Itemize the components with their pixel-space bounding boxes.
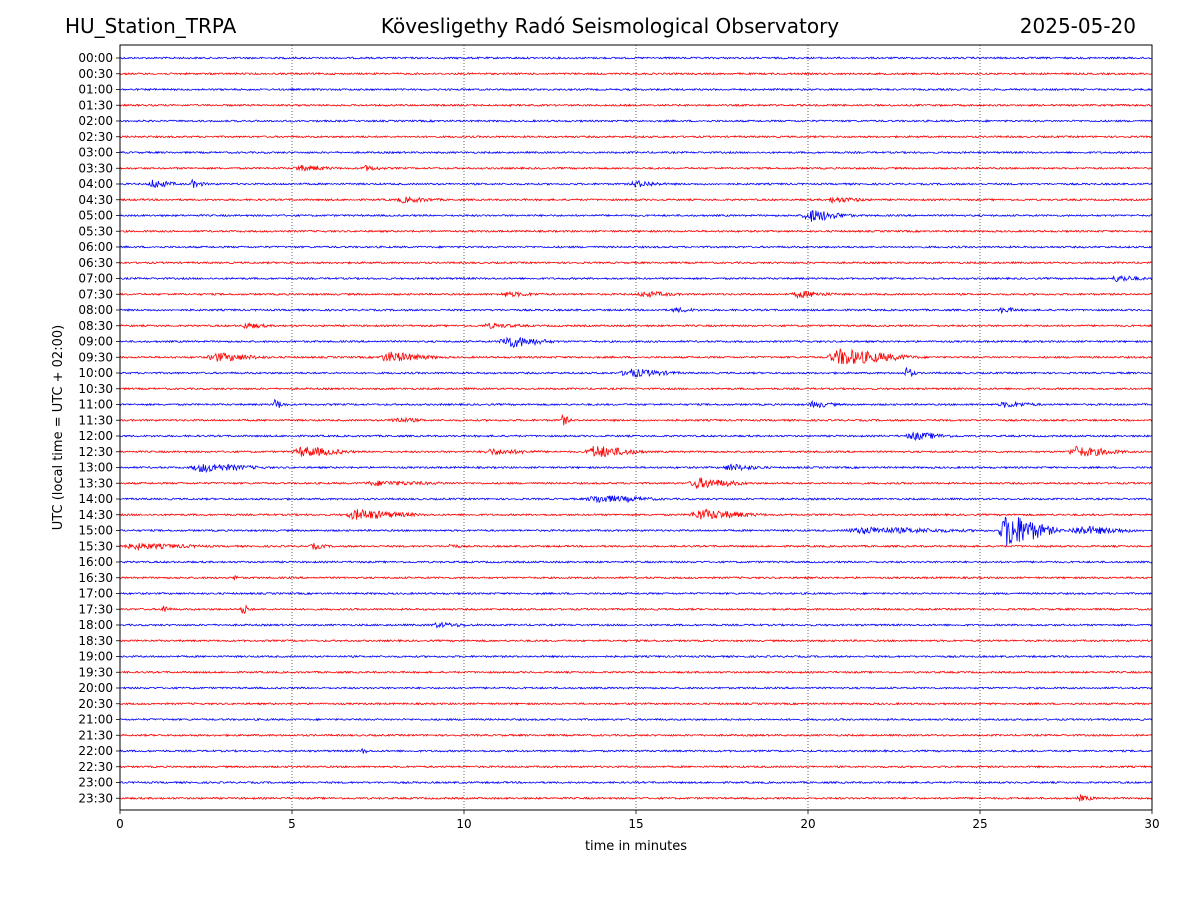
x-tick-label: 15 [628,817,643,831]
y-tick-label: 15:30 [78,539,113,553]
x-tick-label: 25 [972,817,987,831]
y-tick-label: 04:30 [78,193,113,207]
y-tick-label: 09:00 [78,335,113,349]
y-tick-label: 21:00 [78,713,113,727]
y-tick-label: 22:00 [78,744,113,758]
y-tick-label: 23:00 [78,776,113,790]
trace-0030 [119,71,1153,76]
y-tick-label: 08:30 [78,319,113,333]
y-tick-label: 17:30 [78,602,113,616]
trace-0430 [119,195,1153,205]
y-tick-label: 13:00 [78,461,113,475]
y-tick-label: 07:30 [78,287,113,301]
trace-2200 [119,748,1153,754]
x-tick-label: 5 [288,817,296,831]
trace-0230 [119,134,1153,139]
y-tick-label: 18:00 [78,618,113,632]
trace-0630 [119,260,1153,265]
y-tick-label: 22:30 [78,760,113,774]
trace-0900 [119,336,1153,348]
y-tick-label: 12:00 [78,429,113,443]
y-tick-label: 06:30 [78,256,113,270]
trace-2100 [119,717,1153,722]
y-tick-label: 19:00 [78,650,113,664]
trace-2230 [119,764,1153,769]
trace-1030 [119,386,1153,391]
x-tick-label: 30 [1144,817,1159,831]
y-tick-label: 00:30 [78,67,113,81]
y-tick-label: 12:30 [78,445,113,459]
trace-1800 [119,621,1153,629]
station-title: HU_Station_TRPA [65,14,237,38]
x-tick-label: 0 [116,817,124,831]
y-tick-label: 11:00 [78,398,113,412]
y-tick-label: 02:30 [78,130,113,144]
x-tick-label: 10 [456,817,471,831]
plot-frame [119,44,1153,811]
y-tick-label: 16:30 [78,571,113,585]
trace-1830 [119,638,1153,643]
y-tick-label: 08:00 [78,303,113,317]
y-tick-label: 04:00 [78,177,113,191]
y-tick-label: 13:30 [78,476,113,490]
y-tick-label: 14:30 [78,508,113,522]
trace-1230 [119,445,1153,458]
trace-1430 [119,508,1153,521]
y-tick-label: 20:00 [78,681,113,695]
trace-1300 [119,463,1153,474]
y-tick-label: 15:00 [78,524,113,538]
trace-1500 [119,516,1153,547]
observatory-title: Kövesligethy Radó Seismological Observat… [380,14,840,38]
y-tick-label: 01:30 [78,98,113,112]
grid-lines [291,45,981,810]
y-tick-label: 03:30 [78,161,113,175]
y-tick-label: 07:00 [78,272,113,286]
x-axis-label: time in minutes [585,839,687,854]
y-axis-label: UTC (local time = UTC + 02:00) [51,325,66,530]
y-tick-label: 16:00 [78,555,113,569]
y-tick-label: 18:30 [78,634,113,648]
trace-0830 [119,321,1153,330]
trace-0300 [119,150,1153,155]
y-tick-label: 11:30 [78,413,113,427]
y-tick-label: 03:00 [78,146,113,160]
y-tick-label: 19:30 [78,665,113,679]
y-tick-label: 05:00 [78,209,113,223]
trace-1100 [119,398,1153,409]
y-tick-label: 21:30 [78,728,113,742]
y-tick-label: 06:00 [78,240,113,254]
x-axis-ticks: 0 5 10 15 20 25 30 [116,810,1160,831]
y-tick-label: 02:00 [78,114,113,128]
trace-2030 [119,701,1153,706]
x-tick-label: 20 [800,817,815,831]
trace-0100 [119,87,1153,92]
y-tick-label: 01:00 [78,83,113,97]
y-tick-label: 00:00 [78,51,113,65]
trace-0530 [119,229,1153,234]
y-tick-label: 17:00 [78,587,113,601]
y-tick-label: 14:00 [78,492,113,506]
trace-2300 [119,780,1153,785]
y-tick-label: 23:30 [78,791,113,805]
y-tick-label: 10:00 [78,366,113,380]
y-tick-label: 20:30 [78,697,113,711]
y-tick-label: 09:30 [78,350,113,364]
y-tick-label: 05:30 [78,224,113,238]
y-tick-label: 10:30 [78,382,113,396]
date-title: 2025-05-20 [1019,14,1136,38]
